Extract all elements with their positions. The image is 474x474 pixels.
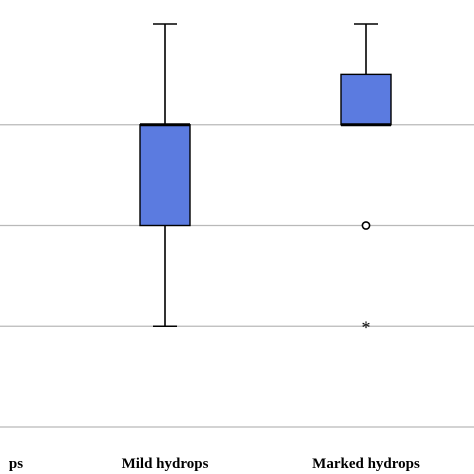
box-1: * (340, 23, 392, 337)
box-series: * (139, 23, 392, 337)
extreme-0: * (362, 317, 371, 337)
x-tick-labels: ps Mild hydrops Marked hydrops (9, 456, 420, 472)
outlier-0 (361, 221, 371, 230)
x-tick-label-2: Marked hydrops (312, 456, 420, 472)
gridlines (0, 124, 474, 428)
x-tick-label-1: Mild hydrops (122, 456, 209, 472)
box-iqr (340, 73, 392, 126)
box-0 (139, 23, 191, 328)
box-iqr (139, 124, 191, 227)
x-tick-label-0: ps (9, 456, 23, 472)
